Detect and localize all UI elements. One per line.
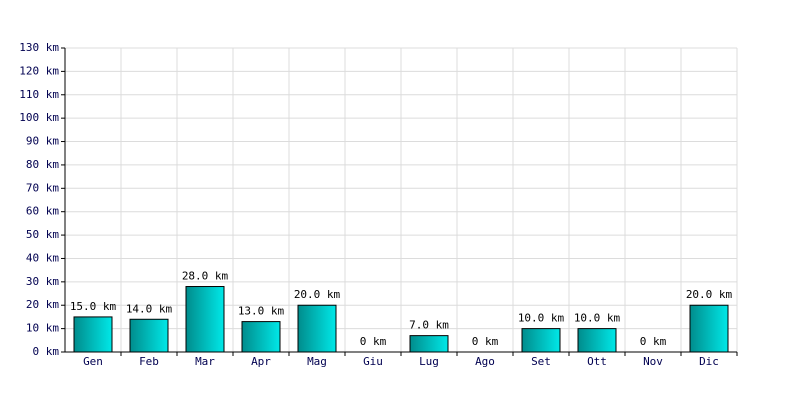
- y-tick-label: 110 km: [19, 88, 59, 101]
- y-tick-label: 20 km: [26, 298, 59, 311]
- value-label: 20.0 km: [294, 288, 341, 301]
- value-label: 28.0 km: [182, 270, 229, 283]
- y-tick-label: 30 km: [26, 275, 59, 288]
- y-tick-label: 70 km: [26, 181, 59, 194]
- x-tick-label: Dic: [699, 355, 719, 368]
- x-tick-label: Set: [531, 355, 551, 368]
- value-label: 13.0 km: [238, 305, 285, 318]
- value-label: 0 km: [472, 335, 499, 348]
- bar: [521, 328, 561, 353]
- x-tick-label: Apr: [251, 355, 271, 368]
- bar: [73, 316, 113, 353]
- bar: [577, 328, 617, 353]
- y-tick-label: 60 km: [26, 205, 59, 218]
- x-tick-label: Ago: [475, 355, 495, 368]
- x-tick-label: Nov: [643, 355, 663, 368]
- value-label: 20.0 km: [686, 288, 733, 301]
- value-label: 0 km: [360, 335, 387, 348]
- y-tick-label: 120 km: [19, 64, 59, 77]
- value-label: 10.0 km: [518, 312, 565, 325]
- x-tick-label: Mar: [195, 355, 215, 368]
- bar: [129, 318, 169, 353]
- x-tick-label: Lug: [419, 355, 439, 368]
- value-label: 7.0 km: [409, 319, 449, 332]
- x-tick-label: Ott: [587, 355, 607, 368]
- value-label: 14.0 km: [126, 302, 173, 315]
- value-label: 0 km: [640, 335, 667, 348]
- y-tick-label: 100 km: [19, 111, 59, 124]
- x-tick-label: Gen: [83, 355, 103, 368]
- y-tick-label: 80 km: [26, 158, 59, 171]
- bar: [409, 335, 449, 353]
- bar: [297, 304, 337, 353]
- plot: Gen 15.0 km Feb 14.0 km Mar 28.0 km Apr 13.0 km…: [70, 270, 738, 368]
- bar: [241, 321, 281, 353]
- value-label: 15.0 km: [70, 300, 117, 313]
- x-tick-label: Giu: [363, 355, 383, 368]
- y-tick-label: 130 km: [19, 41, 59, 54]
- bar: [689, 304, 729, 353]
- bar: [185, 286, 225, 353]
- y-tick-label: 0 km: [33, 345, 60, 358]
- y-tick-label: 90 km: [26, 135, 59, 148]
- y-tick-label: 10 km: [26, 322, 59, 335]
- y-tick-label: 50 km: [26, 228, 59, 241]
- y-tick-label: 40 km: [26, 251, 59, 264]
- x-tick-label: Feb: [139, 355, 159, 368]
- x-tick-label: Mag: [307, 355, 327, 368]
- value-label: 10.0 km: [574, 312, 621, 325]
